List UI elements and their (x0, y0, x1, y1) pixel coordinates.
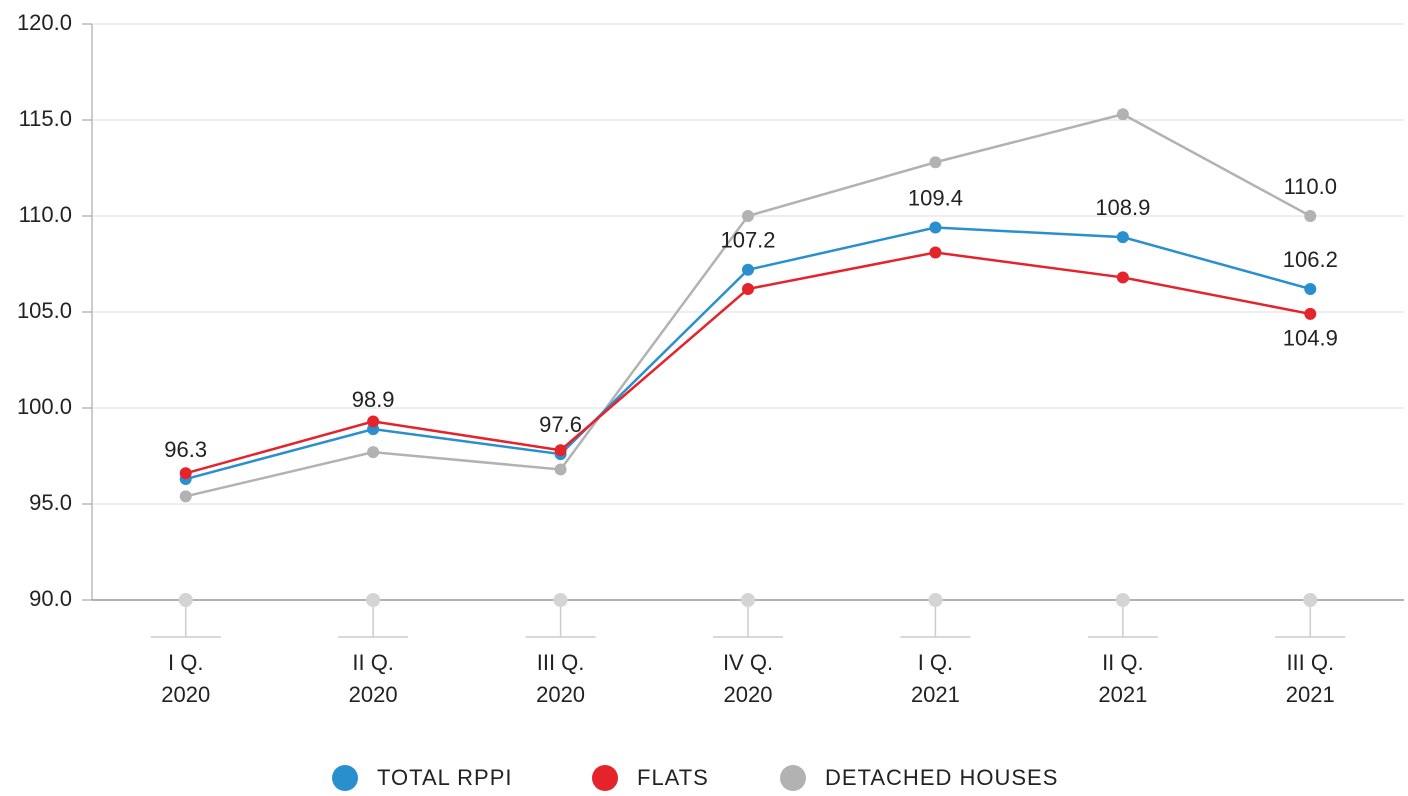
x-tick-line: III Q. (537, 650, 585, 675)
x-tick-label: I Q. 2020 (161, 650, 210, 707)
legend-label: TOTAL RPPI (377, 765, 513, 790)
series-point (1304, 282, 1317, 295)
series-point (1116, 231, 1129, 244)
x-tick-line: I Q. (168, 650, 203, 675)
x-tick-line: I Q. (918, 650, 953, 675)
series-point (367, 446, 380, 459)
x-tick-line: 2021 (1286, 682, 1335, 707)
y-tick-label: 105.0 (17, 298, 72, 323)
series-point (179, 467, 192, 480)
series-point (1304, 210, 1317, 222)
data-label: 106.2 (1283, 247, 1338, 272)
series-line (185, 112, 1311, 498)
data-label: 110.0 (1284, 174, 1337, 199)
x-tick-line: III Q. (1286, 650, 1334, 675)
axis-dot (1115, 593, 1130, 607)
x-tick-line: 2020 (349, 682, 398, 707)
series-point (742, 282, 754, 295)
data-label: 96.3 (164, 437, 207, 462)
axis-dot (741, 593, 755, 607)
x-tick-label: IV Q. 2020 (723, 650, 773, 707)
axis-dot (1303, 593, 1318, 607)
legend-marker (780, 765, 806, 791)
x-tick-line: II Q. (1102, 650, 1144, 675)
x-tick-label: III Q. 2021 (1286, 650, 1335, 707)
data-label: 108.9 (1095, 195, 1150, 220)
data-label: 98.9 (352, 387, 395, 412)
legend-marker (332, 765, 358, 791)
y-tick-label: 120.0 (17, 10, 72, 35)
axis-dot (928, 593, 943, 607)
series-point (929, 156, 942, 169)
y-tick-label: 100.0 (17, 394, 72, 419)
legend-label: DETACHED HOUSES (825, 765, 1058, 790)
data-label: 97.6 (539, 412, 582, 437)
y-tick-label: 90.0 (29, 586, 72, 611)
series-point (179, 490, 192, 503)
x-tick-line: IV Q. (723, 650, 773, 675)
y-tick-label: 95.0 (29, 490, 72, 515)
series-point (742, 263, 754, 276)
x-tick-line: 2020 (161, 682, 210, 707)
series-point (1116, 271, 1129, 284)
x-tick-label: II Q. 2021 (1098, 650, 1147, 707)
series-point (929, 221, 942, 234)
x-tick-label: II Q. 2020 (349, 650, 398, 707)
series-point (929, 246, 942, 259)
x-tick-line: 2021 (911, 682, 960, 707)
x-tick-line: 2020 (724, 682, 773, 707)
x-tick-line: 2021 (1098, 682, 1147, 707)
axis-dot (366, 593, 381, 607)
x-tick-label: III Q. 2020 (536, 650, 585, 707)
series-point (1304, 307, 1317, 320)
axis-dot (178, 593, 193, 607)
x-tick-line: II Q. (352, 650, 394, 675)
series-point (554, 463, 567, 476)
y-tick-label: 110.0 (19, 202, 72, 227)
data-label: 104.9 (1283, 326, 1338, 351)
data-label: 109.4 (908, 185, 963, 210)
x-tick-label: I Q. 2021 (911, 650, 960, 707)
x-tick-line: 2020 (536, 682, 585, 707)
data-label: 107.2 (720, 228, 775, 253)
series-point (554, 444, 567, 457)
legend-label: FLATS (637, 765, 709, 790)
series-point (1116, 108, 1129, 121)
legend-marker (592, 765, 618, 791)
series-point (742, 210, 754, 222)
y-tick-label: 115.0 (19, 106, 72, 131)
axis-dot (553, 593, 568, 607)
series-point (367, 415, 380, 428)
